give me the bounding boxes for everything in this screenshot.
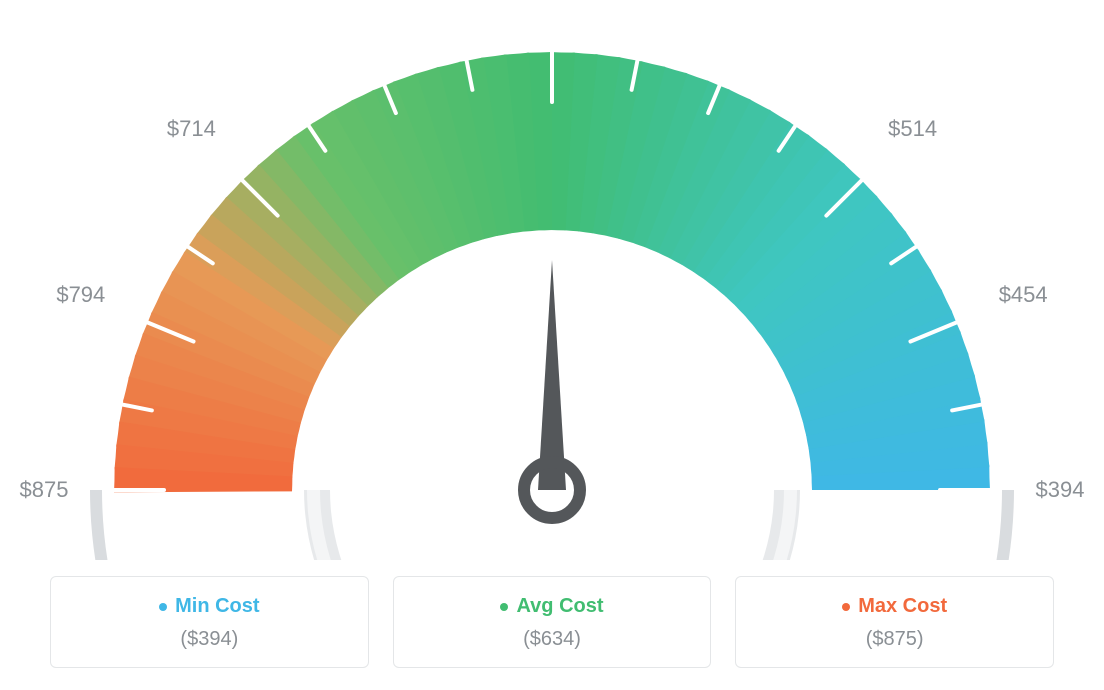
legend: Min Cost ($394) Avg Cost ($634) Max Cost… — [50, 576, 1054, 668]
legend-label: Avg Cost — [516, 595, 603, 618]
gauge-tick-label: $454 — [999, 282, 1048, 308]
legend-value: ($875) — [746, 628, 1043, 651]
dot-icon — [842, 603, 850, 611]
legend-card-min: Min Cost ($394) — [50, 576, 369, 668]
gauge-tick-label: $394 — [1036, 477, 1085, 503]
legend-value: ($634) — [404, 628, 701, 651]
gauge-tick-label: $514 — [888, 116, 937, 142]
gauge-svg — [0, 0, 1104, 560]
legend-title-max: Max Cost — [842, 595, 947, 618]
legend-title-avg: Avg Cost — [500, 595, 603, 618]
gauge-chart: $394 $454 $514 $634 $714 $794 $875 — [0, 0, 1104, 560]
gauge-tick-label: $875 — [20, 477, 69, 503]
dot-icon — [159, 603, 167, 611]
legend-value: ($394) — [61, 628, 358, 651]
legend-label: Min Cost — [175, 595, 259, 618]
gauge-tick-label: $634 — [528, 0, 577, 3]
gauge-tick-label: $714 — [167, 116, 216, 142]
legend-label: Max Cost — [858, 595, 947, 618]
legend-title-min: Min Cost — [159, 595, 259, 618]
dot-icon — [500, 603, 508, 611]
gauge-tick-label: $794 — [56, 282, 105, 308]
legend-card-avg: Avg Cost ($634) — [393, 576, 712, 668]
legend-card-max: Max Cost ($875) — [735, 576, 1054, 668]
